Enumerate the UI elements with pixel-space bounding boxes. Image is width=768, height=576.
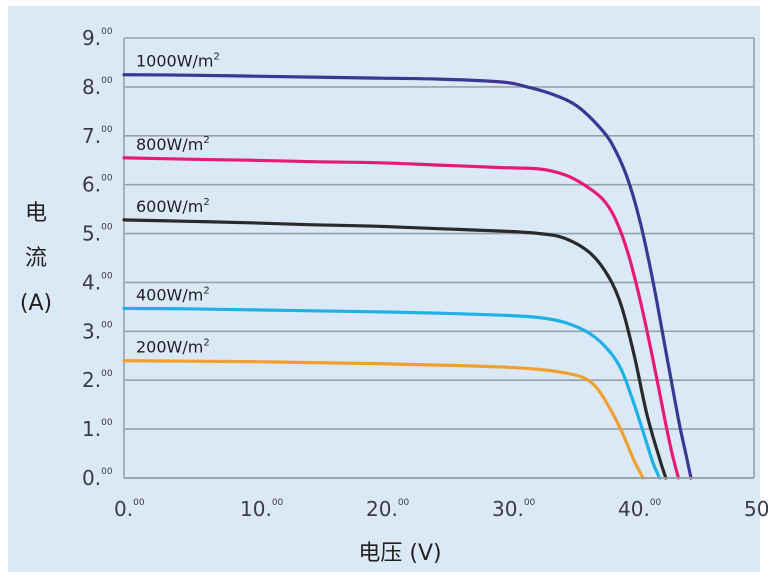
x-axis-title: 电压 (V) [358, 541, 441, 566]
series-line-1 [122, 156, 680, 480]
plot-area [124, 38, 754, 478]
y-axis-title-line: 流 [25, 246, 47, 271]
y-axis-title-line: (A) [20, 291, 52, 316]
series-line-2 [122, 218, 668, 480]
series-label-3: 400W/m2 [136, 285, 210, 304]
series-line-3 [122, 306, 662, 480]
x-tick-label: 50.00 [744, 497, 768, 521]
series-line-0 [122, 73, 693, 480]
series-label-1: 800W/m2 [136, 135, 210, 154]
series-label-4: 200W/m2 [136, 338, 210, 357]
series-label-2: 600W/m2 [136, 197, 210, 216]
y-axis-title-line: 电 [25, 201, 47, 226]
series-label-0: 1000W/m2 [136, 52, 220, 71]
series-line-4 [122, 359, 645, 480]
